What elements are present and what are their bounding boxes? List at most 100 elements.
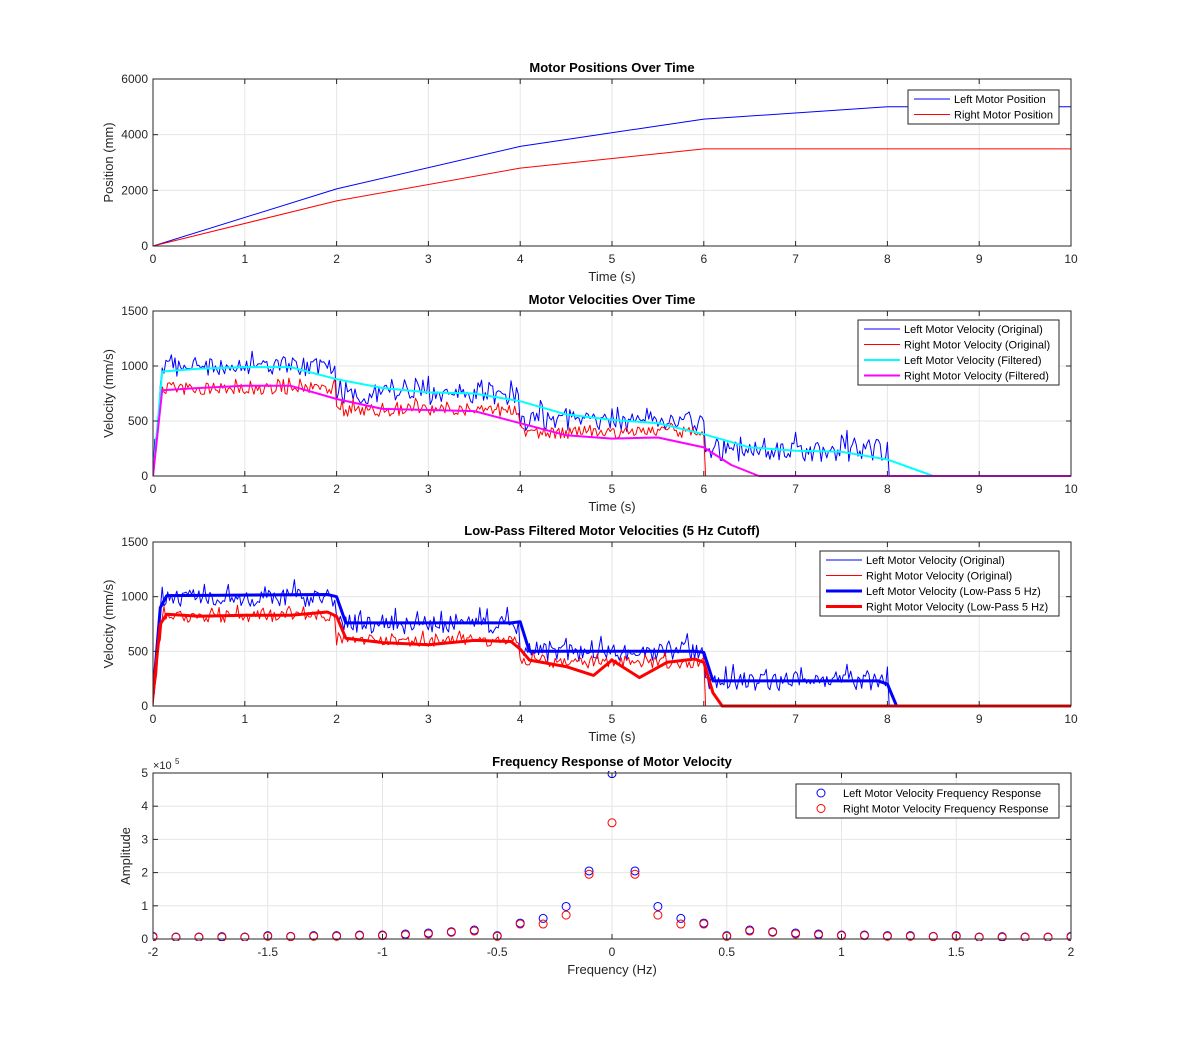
x-tick-label: 9	[976, 712, 983, 726]
x-axis-label: Time (s)	[588, 269, 635, 284]
data-point	[423, 929, 433, 939]
y-tick-label: 4	[141, 799, 148, 813]
data-point	[951, 931, 961, 941]
series-line	[153, 148, 1071, 247]
y-axis-label: Velocity (mm/s)	[101, 580, 116, 669]
data-point	[630, 869, 640, 879]
x-tick-label: 5	[609, 712, 616, 726]
legend-label: Right Motor Position	[954, 110, 1053, 122]
y-tick-label: 0	[141, 469, 148, 483]
x-tick-label: 10	[1064, 252, 1078, 266]
data-point	[1043, 932, 1053, 941]
data-point	[974, 932, 984, 941]
x-tick-label: 7	[792, 252, 799, 266]
data-point	[263, 931, 273, 941]
data-point	[676, 913, 686, 923]
data-point	[653, 901, 663, 911]
x-tick-label: 2	[333, 252, 340, 266]
data-point	[561, 910, 571, 920]
y-tick-label: 3	[141, 832, 148, 846]
chart-panel-2: 0 1 2 3 4 5 6 7 8 9 10 0 500 1000 1500 Motor Velocities…	[101, 292, 1078, 514]
y-tick-label: 1	[141, 899, 148, 913]
data-point	[217, 932, 227, 941]
data-point	[378, 931, 387, 941]
series-line	[153, 384, 1071, 477]
data-point	[1066, 932, 1071, 941]
x-tick-label: 5	[609, 252, 616, 266]
x-tick-label: 7	[792, 482, 799, 496]
y-tick-label: 2000	[121, 183, 148, 197]
legend: Left Motor Position Right Motor Position	[907, 89, 1060, 125]
y-tick-label: 0	[141, 239, 148, 253]
x-tick-label: 3	[425, 482, 432, 496]
y-tick-label: 0	[141, 699, 148, 713]
data-point	[561, 901, 571, 911]
data-point	[653, 910, 663, 920]
y-tick-label: 500	[128, 414, 148, 428]
x-tick-label: 3	[425, 252, 432, 266]
data-point	[791, 929, 801, 939]
chart-title: Low-Pass Filtered Motor Velocities (5 Hz…	[464, 523, 759, 538]
data-point	[997, 932, 1007, 941]
y-tick-label: 500	[128, 644, 148, 658]
x-tick-label: 1	[241, 252, 248, 266]
legend-label: Right Motor Velocity (Original)	[866, 571, 1012, 583]
x-tick-label: 6	[700, 482, 707, 496]
x-tick-label: 3	[425, 712, 432, 726]
y-tick-label: 6000	[121, 72, 148, 86]
chart-panel-3: 0 1 2 3 4 5 6 7 8 9 10 0 500 1000 1500 Low-Pass Filtere…	[101, 523, 1078, 744]
x-tick-label: 8	[884, 712, 891, 726]
chart-title: Frequency Response of Motor Velocity	[492, 754, 733, 769]
chart-panel-1: 0 1 2 3 4 5 6 7 8 9 10 0 2000 4000 6000 Motor Positions…	[101, 60, 1078, 284]
series-line	[153, 366, 1071, 477]
exponent-power: 5	[175, 757, 180, 766]
x-tick-label: 5	[609, 482, 616, 496]
x-tick-label: 4	[517, 712, 524, 726]
legend: Left Motor Velocity (Original) Right Moto…	[819, 550, 1060, 617]
data-point	[768, 927, 778, 937]
y-tick-label: 2	[141, 866, 148, 880]
y-axis-label: Velocity (mm/s)	[101, 349, 116, 438]
x-tick-label: 0	[150, 712, 157, 726]
legend-label: Left Motor Velocity Frequency Response	[843, 788, 1041, 800]
chart-title: Motor Velocities Over Time	[529, 292, 696, 307]
data-point	[171, 932, 181, 941]
data-point	[630, 866, 640, 876]
x-tick-label: 9	[976, 252, 983, 266]
x-tick-label: -0.5	[487, 945, 508, 959]
y-axis-label: Position (mm)	[101, 122, 116, 202]
legend-label: Left Motor Velocity (Original)	[866, 555, 1005, 567]
x-tick-label: 1	[838, 945, 845, 959]
data-point	[584, 869, 594, 879]
data-point	[584, 866, 594, 876]
y-tick-label: 1000	[121, 359, 148, 373]
y-tick-label: 5	[141, 766, 148, 780]
series-line	[153, 593, 1071, 708]
data-point	[194, 932, 204, 941]
x-tick-label: -1.5	[257, 945, 278, 959]
x-tick-label: 2	[333, 712, 340, 726]
x-tick-label: 8	[884, 252, 891, 266]
data-point	[676, 919, 686, 929]
data-point	[286, 932, 296, 941]
legend-marker	[816, 804, 826, 813]
legend-label: Left Motor Velocity (Low-Pass 5 Hz)	[866, 586, 1041, 598]
x-tick-label: 9	[976, 482, 983, 496]
y-tick-label: 0	[141, 932, 148, 946]
legend-marker	[816, 788, 826, 798]
data-point	[153, 932, 158, 941]
data-point	[515, 919, 525, 929]
series-line	[153, 610, 1071, 708]
chart-title: Motor Positions Over Time	[529, 60, 694, 75]
x-tick-label: 2	[1068, 945, 1075, 959]
data-point	[745, 926, 755, 936]
legend-label: Left Motor Velocity (Filtered)	[904, 355, 1042, 367]
data-point	[1020, 932, 1030, 941]
legend-label: Right Motor Velocity (Filtered)	[904, 371, 1049, 383]
x-tick-label: -1	[377, 945, 388, 959]
data-point	[355, 931, 365, 941]
data-point	[538, 919, 548, 929]
x-tick-label: 10	[1064, 482, 1078, 496]
legend: Left Motor Velocity (Original) Right Moto…	[857, 319, 1060, 386]
